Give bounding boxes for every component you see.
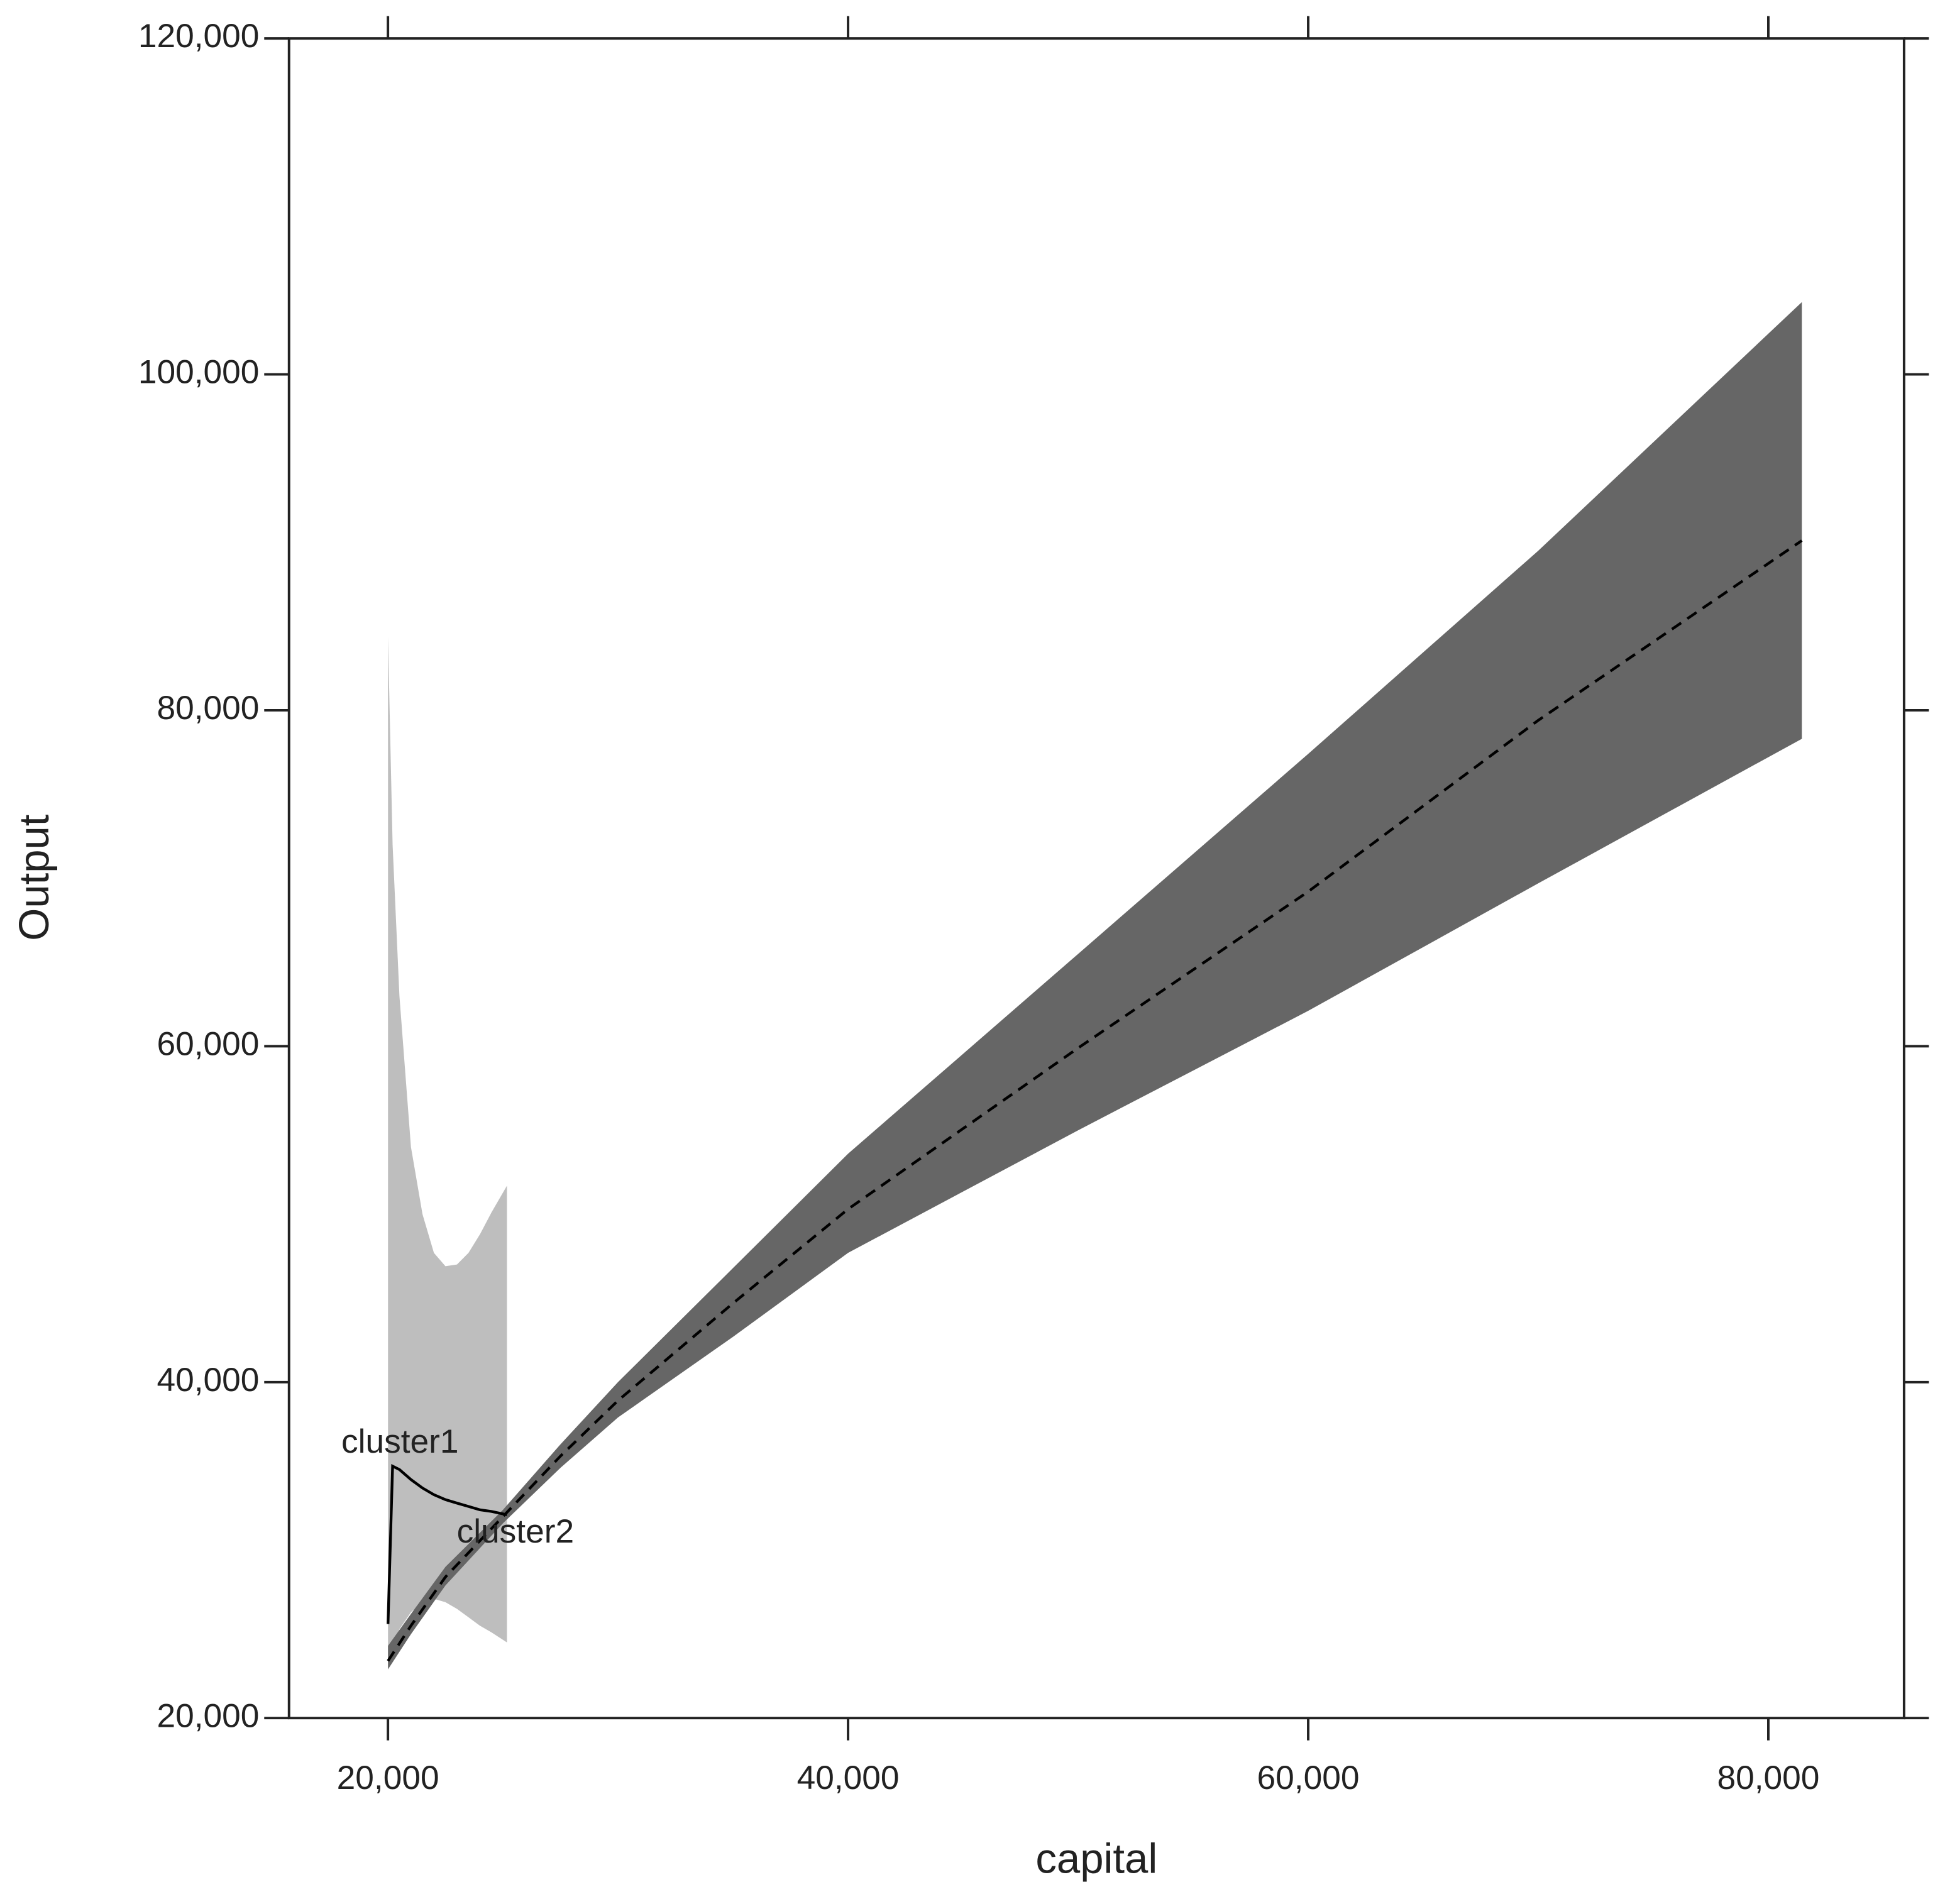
band bbox=[388, 636, 507, 1668]
series-label: cluster1 bbox=[341, 1423, 459, 1460]
x-tick-label: 20,000 bbox=[337, 1759, 439, 1797]
series-label: cluster2 bbox=[457, 1513, 575, 1550]
y-tick-label: 100,000 bbox=[138, 354, 260, 391]
line bbox=[387, 539, 1803, 1662]
x-tick-label: 80,000 bbox=[1717, 1759, 1819, 1797]
y-tick-label: 40,000 bbox=[157, 1362, 259, 1399]
x-tick-label: 40,000 bbox=[797, 1759, 900, 1797]
y-axis-title: Output bbox=[11, 814, 58, 941]
lines bbox=[387, 539, 1803, 1662]
y-tick-label: 60,000 bbox=[157, 1025, 259, 1062]
y-tick-label: 120,000 bbox=[138, 18, 260, 55]
band bbox=[388, 302, 1802, 1670]
y-tick-label: 20,000 bbox=[157, 1697, 259, 1734]
plot-frame bbox=[287, 37, 1905, 1720]
bands bbox=[388, 302, 1802, 1670]
x-axis-title: capital bbox=[1035, 1835, 1157, 1883]
line bbox=[387, 1464, 507, 1624]
x-tick-label: 60,000 bbox=[1257, 1759, 1360, 1797]
y-tick-label: 80,000 bbox=[157, 690, 259, 727]
